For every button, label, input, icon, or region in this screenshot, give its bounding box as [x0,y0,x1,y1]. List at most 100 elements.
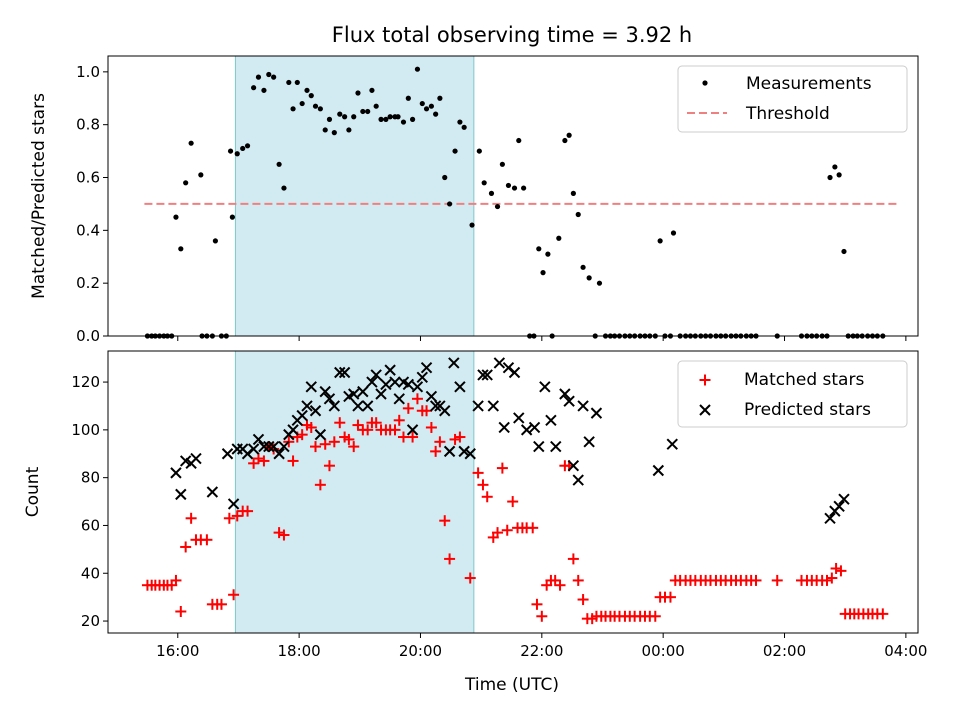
measurement-point [841,248,847,255]
measurement-point [290,106,296,112]
x-tick-label: 04:00 [884,642,927,660]
legend-threshold-label: Threshold [745,104,830,124]
top-axes-frame [107,55,919,337]
legend-matched-plus [699,374,711,386]
measurement-point [304,87,310,93]
y-tick-label: 40 [81,564,100,582]
matched-star-point [393,414,405,426]
matched-star-point [334,417,346,429]
measurement-point [446,201,453,207]
measurement-point [566,132,572,138]
predicted-star-point [380,378,392,391]
bottom-y-ticks: 20 40 60 80 100 120 [71,373,108,630]
measurement-point [409,116,416,122]
matched-star-point [444,553,456,565]
measurement-point [227,148,234,154]
top-x-ticks [177,336,907,341]
measurement-point [365,108,371,115]
matched-star-point [352,419,364,431]
y-tick-label: 0.4 [76,221,100,239]
matched-star-point [215,598,227,610]
measurement-point [342,114,348,120]
legend-predicted-cross [699,404,711,416]
predicted-star-point [273,448,285,460]
predicted-star-point [175,488,187,501]
y-tick-label: 0.8 [76,116,100,134]
measurement-point [281,185,287,191]
legend-measurements-label: Measurements [746,74,872,94]
measurement-point [294,79,300,86]
matched-star-point [296,429,308,441]
measurement-point [575,211,581,218]
measurement-point [395,114,401,120]
measurement-point [178,246,184,252]
x-axis-label: Time (UTC) [464,675,559,695]
predicted-star-point [513,412,525,424]
matched-star-point [252,453,264,465]
matched-star-point [567,553,579,565]
matched-star-point [170,574,182,586]
matched-star-point [323,460,335,472]
measurement-point [173,214,179,220]
predicted-star-point [267,440,280,453]
predicted-star-point [258,440,270,453]
measurement-point [331,130,337,136]
predicted-star-point [361,400,374,412]
matched-star-point [328,436,340,448]
y-tick-label: 0.6 [76,169,100,187]
x-tick-label: 02:00 [763,642,806,660]
matched-star-point [531,598,543,610]
predicted-star-point [559,388,571,400]
measurement-point [476,148,482,154]
measurement-point [373,103,379,109]
measurement-point [423,106,430,112]
matched-star-point [664,591,676,603]
matched-star-point [242,505,254,517]
y-tick-label: 20 [81,612,100,630]
measurement-point [580,264,586,270]
predicted-star-point [528,421,541,434]
matched-star-point [180,541,192,553]
predicted-star-point [420,362,433,374]
matched-star-point [439,515,451,527]
predicted-star-point [545,414,557,427]
matched-star-point [223,512,235,524]
matched-star-point [248,457,260,469]
top-y-axis-label: Matched/Predicted stars [29,93,49,299]
predicted-star-point [652,464,665,477]
matched-star-point [507,496,519,508]
matched-star-point [835,565,847,577]
predicted-star-point [389,376,401,388]
predicted-star-point [458,445,470,458]
measurement-point [516,137,522,144]
measurement-point [387,114,393,120]
predicted-star-point [296,409,308,422]
measurement-point [827,174,833,181]
predicted-star-point [278,440,290,453]
matched-star-point [362,424,374,436]
matched-star-point [434,436,446,448]
top-legend-box [677,65,908,133]
matched-star-point [411,393,423,405]
predicted-star-point [357,385,369,398]
predicted-star-point [824,512,836,524]
bottom-legend: Matched stars Predicted stars [677,360,908,428]
matched-star-point [228,589,240,601]
matched-star-point [343,433,355,445]
matched-star-point [536,610,548,622]
predicted-star-point [439,405,451,417]
measurement-point [286,79,292,86]
predicted-star-point [472,400,484,412]
matched-star-point [425,421,437,433]
predicted-star-point [301,400,313,412]
legend-matched-marker [699,374,711,386]
measurement-point [405,95,411,101]
predicted-star-points [170,357,850,524]
measurement-point [322,127,328,133]
predicted-star-point [190,452,202,465]
predicted-star-point [352,400,364,412]
predicted-star-point [838,493,850,505]
matched-star-point [389,424,401,436]
measurement-point [545,251,551,257]
